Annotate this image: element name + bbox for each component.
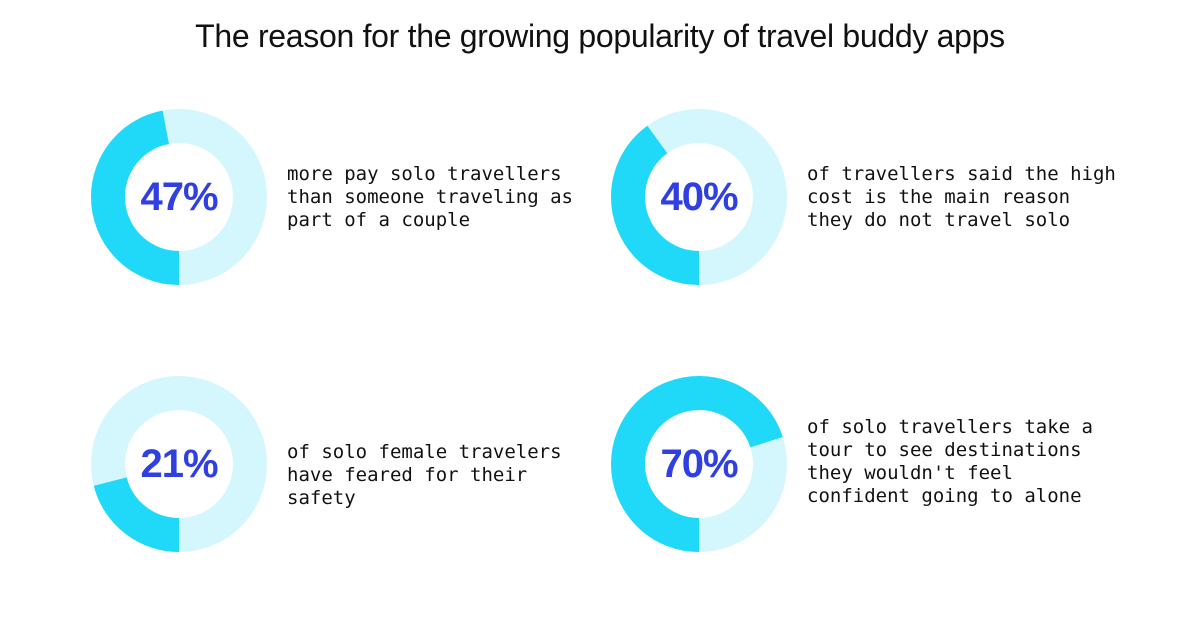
stat-card-1: 40% of travellers said the high cost is … <box>609 107 1169 287</box>
donut-chart-3 <box>611 376 787 552</box>
stat-description-1: of travellers said the high cost is the … <box>807 163 1116 231</box>
donut-fill-2 <box>91 376 267 552</box>
donut-chart-1 <box>611 109 787 285</box>
stat-description-3: of solo travellers take a tour to see de… <box>807 416 1093 507</box>
stat-percent-0: 47% <box>140 175 218 219</box>
stat-card-2: 21% of solo female travelers have feared… <box>89 374 649 554</box>
stat-percent-2: 21% <box>140 442 218 486</box>
stat-percent-3: 70% <box>660 442 738 486</box>
stat-percent-1: 40% <box>660 175 738 219</box>
stat-description-0: more pay solo travellers than someone tr… <box>287 163 573 231</box>
donut-chart-2 <box>91 376 267 552</box>
stat-card-0: 47% more pay solo travellers than someon… <box>89 107 649 287</box>
page-title: The reason for the growing popularity of… <box>195 18 1005 54</box>
donut-fill-0 <box>91 109 267 285</box>
donut-fill-3 <box>611 376 787 552</box>
stat-description-2: of solo female travelers have feared for… <box>287 441 562 509</box>
donut-chart-0 <box>91 109 267 285</box>
donut-fill-1 <box>611 109 787 285</box>
stat-card-3: 70% of solo travellers take a tour to se… <box>609 374 1169 554</box>
